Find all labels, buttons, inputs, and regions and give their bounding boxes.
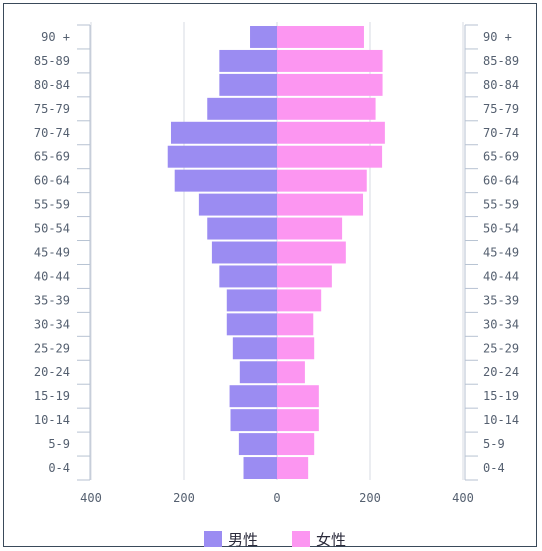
- left-category-label: 75-79: [34, 102, 70, 116]
- male-bar: [226, 313, 277, 336]
- right-category-label: 75-79: [483, 102, 519, 116]
- left-category-label: 25-29: [34, 341, 70, 355]
- male-bar: [219, 265, 277, 288]
- female-bar: [277, 433, 315, 456]
- male-bar: [207, 97, 277, 120]
- right-category-label: 65-69: [483, 150, 519, 164]
- left-category-label: 55-59: [34, 198, 70, 212]
- left-category-label: 15-19: [34, 389, 70, 403]
- male-bar: [239, 361, 277, 384]
- male-bar: [230, 409, 277, 432]
- right-category-label: 85-89: [483, 54, 519, 68]
- left-category-label: 20-24: [34, 365, 70, 379]
- x-tick-label: 0: [273, 491, 280, 505]
- legend-swatch: [204, 531, 222, 547]
- x-tick-label: 200: [173, 491, 195, 505]
- female-bar: [277, 409, 319, 432]
- male-bar: [229, 385, 277, 408]
- female-bar: [277, 241, 346, 264]
- female-bar: [277, 73, 383, 96]
- left-category-label: 50-54: [34, 222, 70, 236]
- legend-swatch: [292, 531, 310, 547]
- male-bar: [207, 217, 277, 240]
- left-category-label: 35-39: [34, 293, 70, 307]
- x-tick-label: 400: [452, 491, 474, 505]
- female-bar: [277, 49, 383, 72]
- female-bar: [277, 361, 305, 384]
- right-category-label: 20-24: [483, 365, 519, 379]
- female-bar: [277, 97, 376, 120]
- male-bar: [250, 26, 277, 48]
- left-category-label: 5-9: [48, 437, 70, 451]
- right-category-label: 55-59: [483, 198, 519, 212]
- male-bar: [211, 241, 277, 264]
- male-bar: [167, 145, 277, 168]
- male-bar: [219, 49, 277, 72]
- male-bar: [174, 169, 277, 192]
- male-bar: [243, 457, 277, 479]
- left-category-label: 30-34: [34, 317, 70, 331]
- left-category-label: 70-74: [34, 126, 70, 140]
- male-bar: [219, 73, 277, 96]
- right-category-label: 35-39: [483, 293, 519, 307]
- left-category-label: 85-89: [34, 54, 70, 68]
- male-bar: [226, 289, 277, 312]
- left-category-label: 0-4: [48, 461, 70, 475]
- left-category-label: 45-49: [34, 246, 70, 260]
- right-category-label: 50-54: [483, 222, 519, 236]
- left-category-label: 60-64: [34, 174, 70, 188]
- left-category-label: 40-44: [34, 269, 70, 283]
- male-bar: [232, 337, 277, 360]
- female-bar: [277, 145, 383, 168]
- right-category-label: 15-19: [483, 389, 519, 403]
- right-category-label: 45-49: [483, 246, 519, 260]
- x-tick-label: 200: [359, 491, 381, 505]
- female-bar: [277, 121, 385, 144]
- left-category-label: 90 +: [41, 30, 70, 44]
- male-bar: [238, 433, 277, 456]
- right-category-label: 5-9: [483, 437, 505, 451]
- right-category-label: 40-44: [483, 269, 519, 283]
- female-bar: [277, 337, 315, 360]
- left-category-label: 10-14: [34, 413, 70, 427]
- female-bar: [277, 457, 309, 479]
- female-bar: [277, 26, 364, 48]
- x-tick-label: 400: [80, 491, 102, 505]
- female-bar: [277, 265, 332, 288]
- female-bar: [277, 217, 343, 240]
- right-category-label: 10-14: [483, 413, 519, 427]
- right-category-label: 0-4: [483, 461, 505, 475]
- female-bar: [277, 169, 367, 192]
- female-bar: [277, 289, 322, 312]
- female-bar: [277, 313, 314, 336]
- female-bar: [277, 193, 364, 216]
- right-category-label: 90 +: [483, 30, 512, 44]
- female-bar: [277, 385, 319, 408]
- left-category-label: 80-84: [34, 78, 70, 92]
- right-category-label: 80-84: [483, 78, 519, 92]
- legend-label: 男性: [228, 531, 258, 549]
- male-bar: [170, 121, 277, 144]
- right-category-label: 25-29: [483, 341, 519, 355]
- right-category-label: 60-64: [483, 174, 519, 188]
- legend-label: 女性: [316, 531, 346, 549]
- male-bar: [198, 193, 277, 216]
- right-category-label: 70-74: [483, 126, 519, 140]
- left-category-label: 65-69: [34, 150, 70, 164]
- right-category-label: 30-34: [483, 317, 519, 331]
